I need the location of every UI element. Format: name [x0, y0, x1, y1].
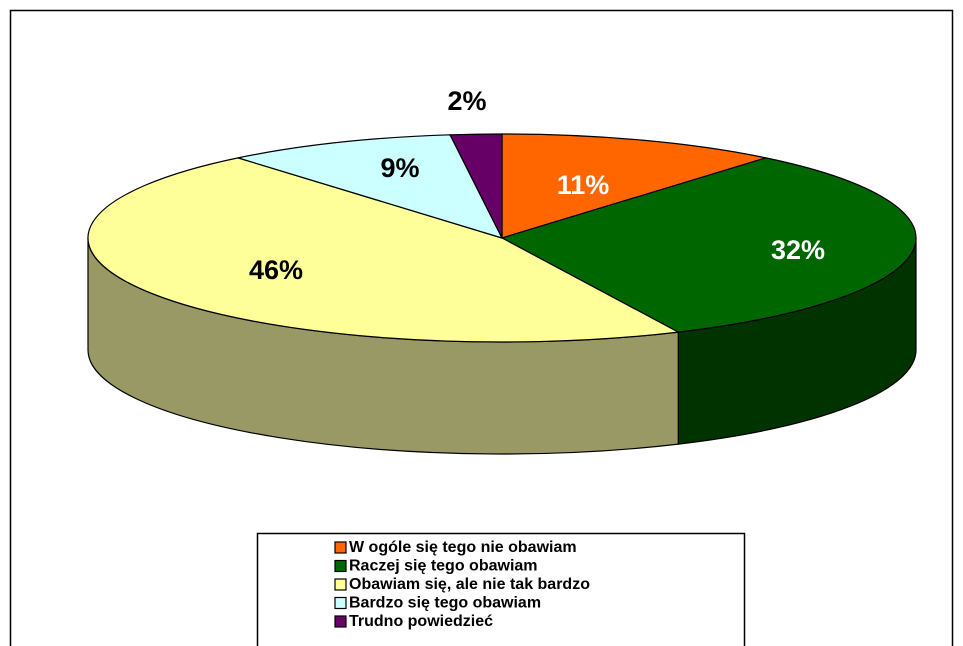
slice	[237, 134, 504, 239]
legend-swatch	[334, 596, 347, 610]
legend-label: W ogóle się tego nie obawiam	[349, 539, 577, 556]
legend-label: Raczej się tego obawiam	[349, 558, 538, 575]
legend-label: Obawiam się, ale nie tak bardzo	[349, 576, 590, 593]
slice	[449, 133, 503, 239]
slice	[87, 157, 681, 343]
legend-swatch	[334, 578, 347, 591]
data-label: 32%	[771, 235, 825, 265]
slice	[501, 133, 767, 239]
legend-swatch	[334, 559, 347, 573]
legend-swatch	[334, 541, 347, 554]
data-label: 9%	[380, 153, 419, 183]
legend-swatch	[334, 615, 347, 628]
slice	[500, 157, 917, 333]
legend-label: Trudno powiedzieć	[349, 613, 493, 630]
data-label: 46%	[249, 255, 303, 285]
legend-label: Bardzo się tego obawiam	[349, 595, 541, 612]
data-label: 11%	[557, 170, 610, 200]
data-label: 2%	[447, 86, 486, 116]
